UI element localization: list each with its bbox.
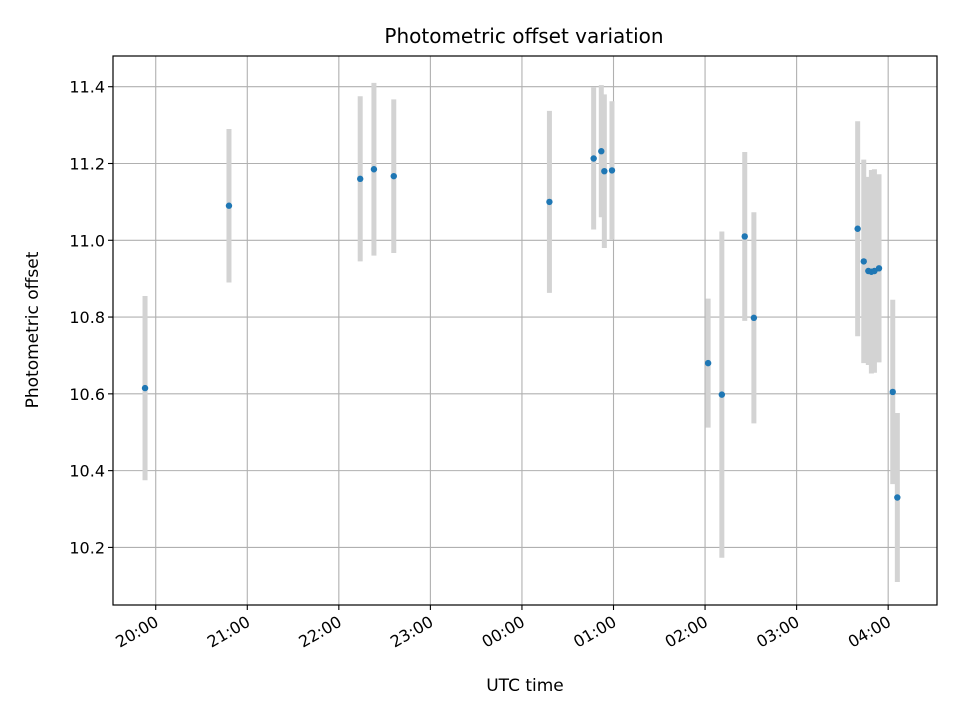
data-point — [750, 314, 758, 322]
data-point — [718, 391, 726, 398]
data-point — [854, 225, 861, 232]
y-tick-label: 10.4 — [69, 462, 105, 481]
data-points — [141, 148, 901, 501]
data-point — [225, 202, 233, 209]
x-axis-title: UTC time — [486, 676, 564, 696]
data-point — [608, 167, 616, 174]
y-tick-label: 11.4 — [69, 78, 105, 97]
y-tick-label: 10.8 — [69, 308, 105, 327]
data-point — [601, 167, 608, 175]
data-point — [357, 175, 364, 183]
data-point — [598, 148, 605, 155]
plot-area — [113, 56, 937, 605]
data-point — [894, 494, 901, 501]
y-tick-label: 11.0 — [69, 231, 105, 250]
grid — [113, 56, 937, 605]
y-axis-title: Photometric offset — [23, 251, 43, 408]
data-point — [590, 155, 597, 162]
data-point — [860, 258, 867, 265]
data-point — [741, 233, 748, 240]
chart-title: Photometric offset variation — [384, 24, 663, 48]
data-point — [141, 384, 149, 392]
data-point — [875, 265, 883, 272]
data-point — [889, 388, 896, 396]
y-tick-label: 10.6 — [69, 385, 105, 404]
data-point — [546, 198, 553, 206]
y-tick-label: 11.2 — [69, 154, 105, 173]
data-point — [390, 172, 397, 180]
y-tick-label: 10.2 — [69, 538, 105, 557]
plot-frame — [112, 55, 938, 606]
data-point — [370, 166, 378, 173]
data-point — [704, 359, 712, 367]
